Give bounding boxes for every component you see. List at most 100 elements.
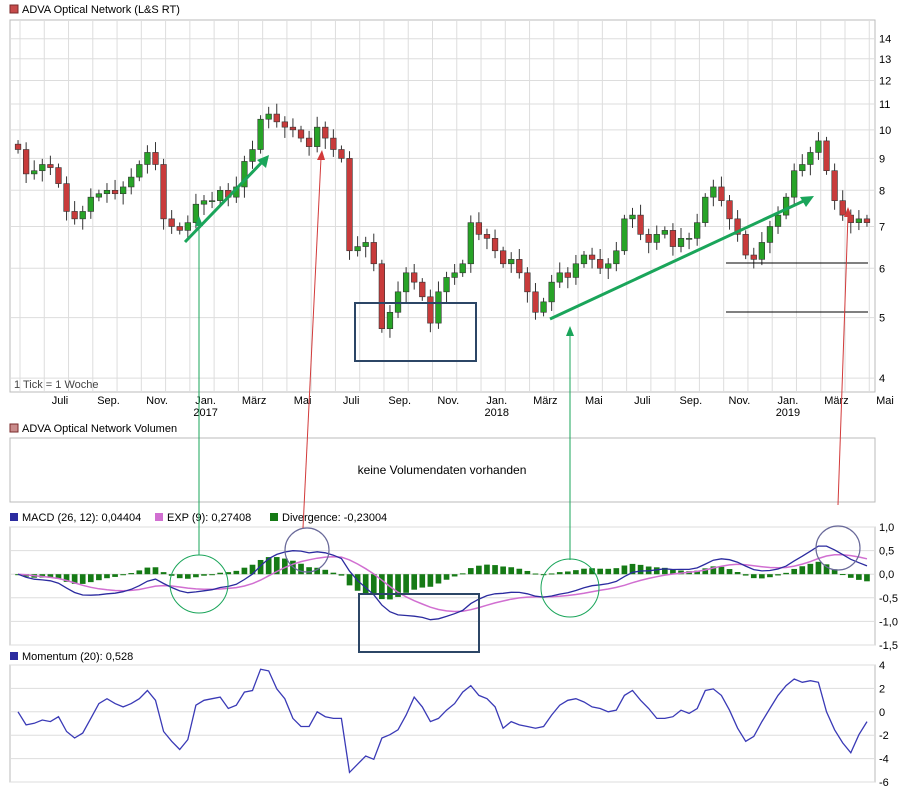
divergence-bar bbox=[524, 570, 531, 575]
macd-y-tick: 0,0 bbox=[879, 569, 894, 581]
divergence-bar bbox=[104, 574, 110, 579]
price-y-tick: 9 bbox=[879, 153, 885, 165]
candle-up bbox=[774, 214, 782, 227]
divergence-bar bbox=[403, 574, 409, 593]
candle-down bbox=[378, 263, 385, 330]
divergence-bar bbox=[742, 574, 749, 576]
divergence-bar bbox=[55, 574, 62, 579]
price-x-tick: Sep. bbox=[388, 395, 411, 407]
divergence-bar bbox=[597, 568, 603, 575]
candle-up bbox=[249, 149, 256, 162]
candle-down bbox=[645, 234, 652, 243]
divergence-bar bbox=[726, 569, 733, 575]
trend-arrow-2018-head bbox=[800, 196, 814, 207]
candle-up bbox=[443, 277, 450, 293]
divergence-bar bbox=[605, 568, 612, 575]
candle-up bbox=[855, 218, 863, 223]
divergence-bar bbox=[807, 563, 814, 575]
divergence-bar bbox=[144, 567, 151, 575]
divergence-bar bbox=[815, 561, 822, 575]
volume-plot-frame bbox=[9, 437, 876, 503]
divergence-bar bbox=[564, 571, 571, 575]
divergence-bar bbox=[718, 566, 725, 575]
divergence-bar bbox=[233, 570, 240, 575]
candle-up bbox=[87, 196, 94, 212]
candle-down bbox=[281, 121, 288, 128]
divergence-bar bbox=[467, 568, 474, 575]
candle-down bbox=[491, 238, 499, 252]
candle-up bbox=[200, 200, 208, 205]
candle-up bbox=[128, 176, 135, 188]
divergence-bar bbox=[160, 572, 167, 575]
macd-circle-4 bbox=[815, 525, 861, 571]
divergence-bar bbox=[589, 568, 595, 575]
candle-up bbox=[677, 238, 685, 247]
price-x-tick: Sep. bbox=[97, 395, 120, 407]
divergence-bar bbox=[395, 574, 401, 597]
candle-up bbox=[702, 196, 709, 223]
candle-up bbox=[694, 222, 701, 239]
macd-y-axis: 1,0 0,5 0,0 -0,5 -1,0 -1,5 bbox=[879, 522, 898, 652]
divergence-bar bbox=[435, 574, 442, 584]
macd-y-tick: -0,5 bbox=[879, 593, 898, 605]
momentum-y-tick: -2 bbox=[879, 730, 889, 742]
divergence-bar bbox=[209, 574, 215, 576]
price-x-tick: Nov. bbox=[437, 395, 459, 407]
candle-down bbox=[330, 137, 337, 150]
divergence-bar bbox=[354, 574, 361, 591]
divergence-bar bbox=[767, 574, 773, 578]
price-x-tick: März bbox=[533, 395, 557, 407]
macd-grid bbox=[10, 526, 875, 646]
price-x-tick: Juli bbox=[634, 395, 651, 407]
price-year-label: 2019 bbox=[776, 407, 800, 419]
candle-down bbox=[63, 183, 70, 212]
divergence-bar bbox=[791, 568, 798, 575]
candle-up bbox=[208, 200, 216, 202]
divergence-bar bbox=[273, 557, 280, 575]
divergence-bar bbox=[629, 563, 636, 575]
candle-down bbox=[839, 200, 846, 216]
momentum-y-tick: -6 bbox=[879, 777, 889, 789]
candle-up bbox=[572, 263, 580, 278]
divergence-bar bbox=[265, 557, 272, 575]
price-y-tick: 8 bbox=[879, 185, 885, 197]
candle-down bbox=[588, 254, 596, 260]
candle-down bbox=[411, 272, 418, 283]
price-x-tick: März bbox=[242, 395, 266, 407]
tick-note: 1 Tick = 1 Woche bbox=[14, 379, 98, 391]
candle-down bbox=[427, 296, 434, 324]
candle-down bbox=[160, 164, 167, 220]
candle-down bbox=[863, 218, 871, 223]
divergence-bar bbox=[508, 567, 515, 575]
candle-up bbox=[402, 272, 410, 293]
volume-message: keine Volumendaten vorhanden bbox=[358, 463, 527, 477]
divergence-bar bbox=[184, 574, 191, 579]
candle-up bbox=[467, 222, 474, 265]
divergence-bar bbox=[346, 574, 353, 586]
bottom-box-price bbox=[354, 302, 477, 362]
candle-up bbox=[710, 186, 717, 198]
divergence-bar bbox=[864, 574, 870, 582]
candle-down bbox=[297, 129, 305, 139]
candle-down bbox=[669, 230, 677, 247]
candle-down bbox=[475, 222, 483, 235]
divergence-bar bbox=[152, 567, 159, 575]
candle-down bbox=[346, 158, 353, 252]
divergence-bar bbox=[694, 570, 701, 575]
divergence-bar bbox=[330, 572, 337, 575]
divergence-bar bbox=[217, 572, 223, 575]
divergence-bar bbox=[257, 559, 264, 575]
divergence-bar bbox=[556, 572, 563, 575]
volume-title: ADVA Optical Network Volumen bbox=[22, 423, 177, 435]
price-x-tick: Nov. bbox=[729, 395, 751, 407]
price-plot-frame bbox=[9, 19, 876, 393]
candle-down bbox=[305, 137, 313, 147]
candle-down bbox=[22, 149, 30, 175]
divergence-bar bbox=[839, 574, 846, 576]
candle-up bbox=[136, 164, 143, 178]
candle-down bbox=[289, 126, 297, 131]
divergence-bar bbox=[314, 567, 321, 575]
divergence-bar bbox=[702, 568, 709, 575]
candle-up bbox=[120, 186, 127, 195]
